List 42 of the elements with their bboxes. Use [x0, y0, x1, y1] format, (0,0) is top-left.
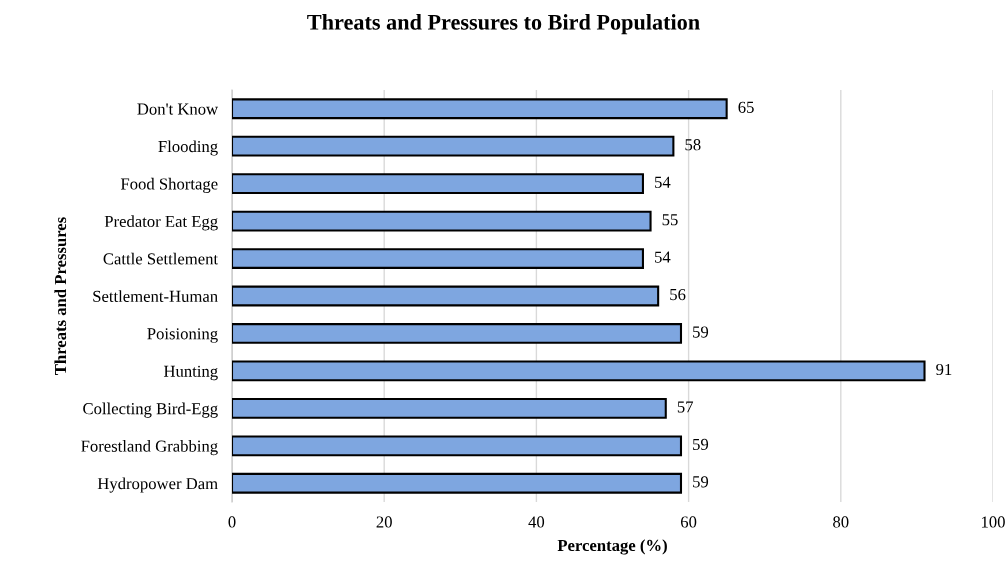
bar	[232, 435, 683, 457]
bar	[232, 248, 644, 269]
x-tick-label: 60	[680, 516, 697, 528]
data-label: 57	[677, 401, 694, 413]
y-tick-label: Predator Eat Egg	[104, 215, 218, 231]
x-axis-title: Percentage (%)	[557, 539, 667, 555]
bar	[232, 323, 683, 344]
bar	[232, 472, 683, 494]
x-tick-label: 80	[833, 516, 849, 528]
y-axis-title: Threats and Pressures	[54, 217, 67, 375]
data-label: 59	[693, 326, 709, 338]
x-tick-label: 20	[376, 516, 392, 528]
bar	[232, 397, 667, 419]
bar	[232, 285, 660, 307]
data-label: 59	[693, 476, 709, 488]
y-tick-label: Cattle Settlement	[103, 252, 219, 265]
x-tick-label: 40	[528, 516, 545, 528]
data-label: 54	[655, 251, 671, 263]
y-tick-label: Flooding	[158, 140, 218, 156]
x-tick-label: 100	[981, 516, 1005, 528]
data-label: 65	[738, 101, 754, 113]
chart-title: Threats and Pressures to Bird Population	[307, 14, 700, 35]
y-tick-label: Poisioning	[147, 328, 218, 343]
y-tick-label: Hunting	[163, 365, 218, 381]
bar	[232, 135, 675, 157]
y-tick-label: Hydropower Dam	[97, 477, 218, 493]
bar	[232, 173, 644, 195]
y-tick-label: Food Shortage	[120, 177, 218, 194]
data-label: 58	[685, 139, 701, 151]
x-tick-label: 0	[228, 516, 236, 528]
bar	[232, 360, 926, 382]
data-label: 59	[693, 438, 709, 450]
bar	[232, 98, 728, 120]
y-tick-label: Don't Know	[137, 103, 219, 115]
bar	[232, 210, 652, 232]
data-label: 55	[662, 214, 678, 226]
y-tick-label: Collecting Bird-Egg	[83, 402, 218, 418]
y-tick-label: Settlement-Human	[93, 290, 218, 302]
data-label: 54	[655, 176, 671, 188]
data-label: 91	[936, 363, 952, 376]
data-label: 56	[670, 288, 686, 301]
y-tick-label: Forestland Grabbing	[81, 440, 218, 456]
